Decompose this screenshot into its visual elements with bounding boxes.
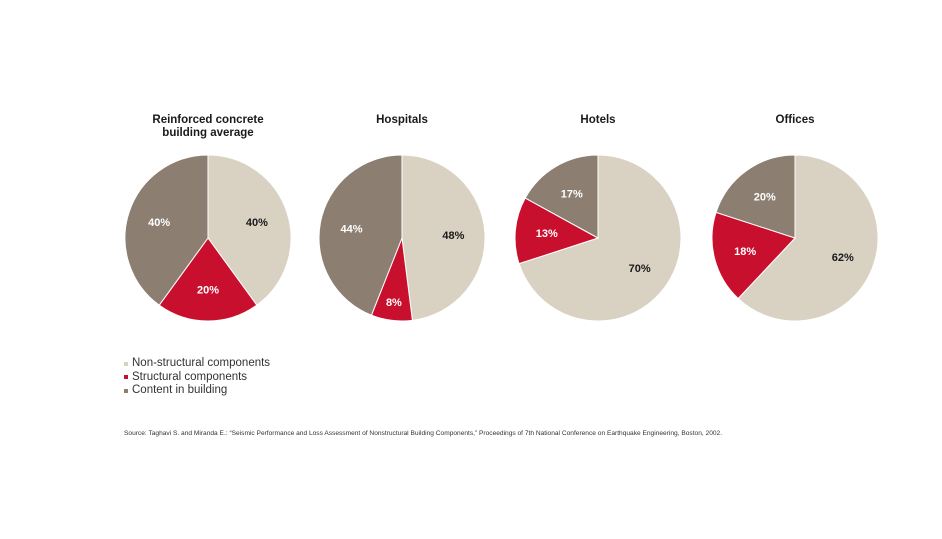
- pie-slice-non-structural: [207, 154, 292, 306]
- slice-value-label-non-structural: 70%: [629, 263, 651, 275]
- slice-value-label-content: 40%: [148, 217, 170, 229]
- slice-value-label-content: 44%: [340, 223, 362, 235]
- pie-chart: Hospitals 48% 8% 44%: [318, 114, 486, 322]
- chart-title: Offices: [776, 114, 815, 126]
- legend-item-content: Content in building: [124, 384, 270, 398]
- legend-item-structural: Structural components: [124, 371, 270, 385]
- legend-label-content: Content in building: [132, 384, 228, 396]
- legend-item-non-structural: Non-structural components: [124, 357, 270, 371]
- pie-slice-structural: [711, 211, 796, 300]
- legend-label-non-structural: Non-structural components: [132, 357, 271, 369]
- slice-value-label-non-structural: 48%: [442, 230, 464, 242]
- chart-title: Reinforced concrete building average: [152, 114, 263, 139]
- legend-swatch-non-structural: [124, 361, 128, 366]
- legend-swatch-content: [124, 388, 128, 393]
- slice-value-label-non-structural: 40%: [246, 217, 268, 229]
- pie-slice-structural: [514, 197, 600, 265]
- slice-value-label-non-structural: 62%: [832, 252, 854, 264]
- pie-chart: Offices 62% 18% 20%: [711, 114, 879, 322]
- pie-slice-content: [524, 154, 599, 239]
- slice-value-label-content: 20%: [754, 191, 776, 203]
- pie-slice-content: [124, 154, 209, 306]
- pie-slice-content: [318, 154, 403, 316]
- pie-slice-structural: [158, 237, 258, 322]
- pie-slice-content: [715, 154, 796, 239]
- slice-value-label-structural: 13%: [536, 228, 558, 240]
- chart-title: Hospitals: [376, 114, 428, 126]
- slice-value-label-structural: 8%: [386, 297, 402, 309]
- legend-label-structural: Structural components: [132, 370, 248, 383]
- slice-value-label-structural: 18%: [734, 246, 756, 258]
- pie-slice-non-structural: [401, 154, 486, 321]
- legend: Non-structural components Structural com…: [124, 357, 270, 398]
- pie-slice-non-structural: [518, 154, 682, 322]
- pie-chart: Reinforced concrete building average 40% 20…: [124, 114, 292, 322]
- chart-title: Hotels: [580, 114, 615, 126]
- pie-chart: Hotels 70% 13% 17%: [514, 114, 682, 322]
- slice-value-label-structural: 20%: [197, 285, 219, 297]
- legend-swatch-structural: [124, 375, 128, 380]
- slice-value-label-content: 17%: [561, 189, 583, 201]
- source-citation: Source: Taghavi S. and Miranda E.: “Seis…: [124, 430, 723, 437]
- pie-slice-non-structural: [737, 154, 879, 322]
